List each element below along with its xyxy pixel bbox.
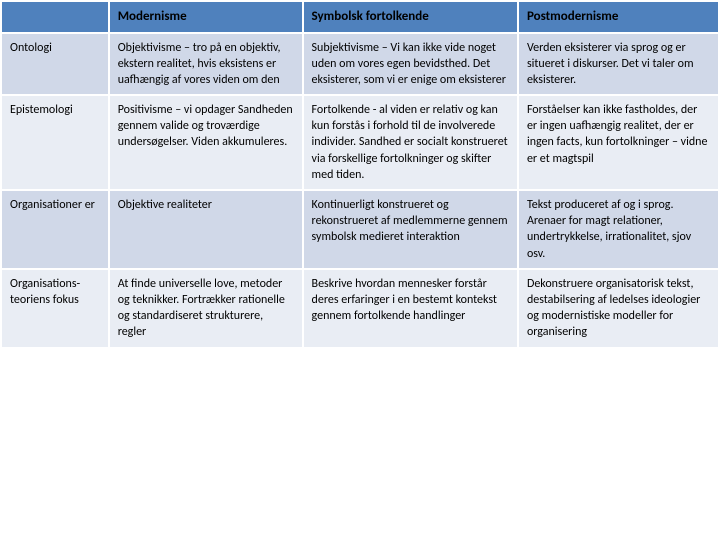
cell: Positivisme – vi opdager Sandheden genne… [109,95,303,190]
table-row: Organisations-teoriens fokus At finde un… [1,269,719,348]
row-head-ontologi: Ontologi [1,33,109,96]
row-head-organisationer: Organisationer er [1,190,109,269]
cell: Verden eksisterer via sprog og er situer… [518,33,719,96]
table-row: Ontologi Objektivisme – tro på en objekt… [1,33,719,96]
cell: Beskrive hvordan mennesker forstår deres… [303,269,518,348]
cell: Dekonstruere organisatorisk tekst, desta… [518,269,719,348]
cell: Tekst produceret af og i sprog. Arenaer … [518,190,719,269]
cell: At finde universelle love, metoder og te… [109,269,303,348]
row-head-fokus: Organisations-teoriens fokus [1,269,109,348]
table-row: Epistemologi Positivisme – vi opdager Sa… [1,95,719,190]
header-col-1: Modernisme [109,1,303,33]
row-head-epistemologi: Epistemologi [1,95,109,190]
comparison-table: Modernisme Symbolsk fortolkende Postmode… [0,0,720,349]
cell: Objektive realiteter [109,190,303,269]
table-header: Modernisme Symbolsk fortolkende Postmode… [1,1,719,33]
cell: Kontinuerligt konstrueret og rekonstruer… [303,190,518,269]
cell: Fortolkende - al viden er relativ og kan… [303,95,518,190]
cell: Subjektivisme – Vi kan ikke vide noget u… [303,33,518,96]
header-blank [1,1,109,33]
header-col-3: Postmodernisme [518,1,719,33]
header-col-2: Symbolsk fortolkende [303,1,518,33]
table-row: Organisationer er Objektive realiteter K… [1,190,719,269]
cell: Forståelser kan ikke fastholdes, der er … [518,95,719,190]
table-body: Ontologi Objektivisme – tro på en objekt… [1,33,719,348]
cell: Objektivisme – tro på en objektiv, ekste… [109,33,303,96]
